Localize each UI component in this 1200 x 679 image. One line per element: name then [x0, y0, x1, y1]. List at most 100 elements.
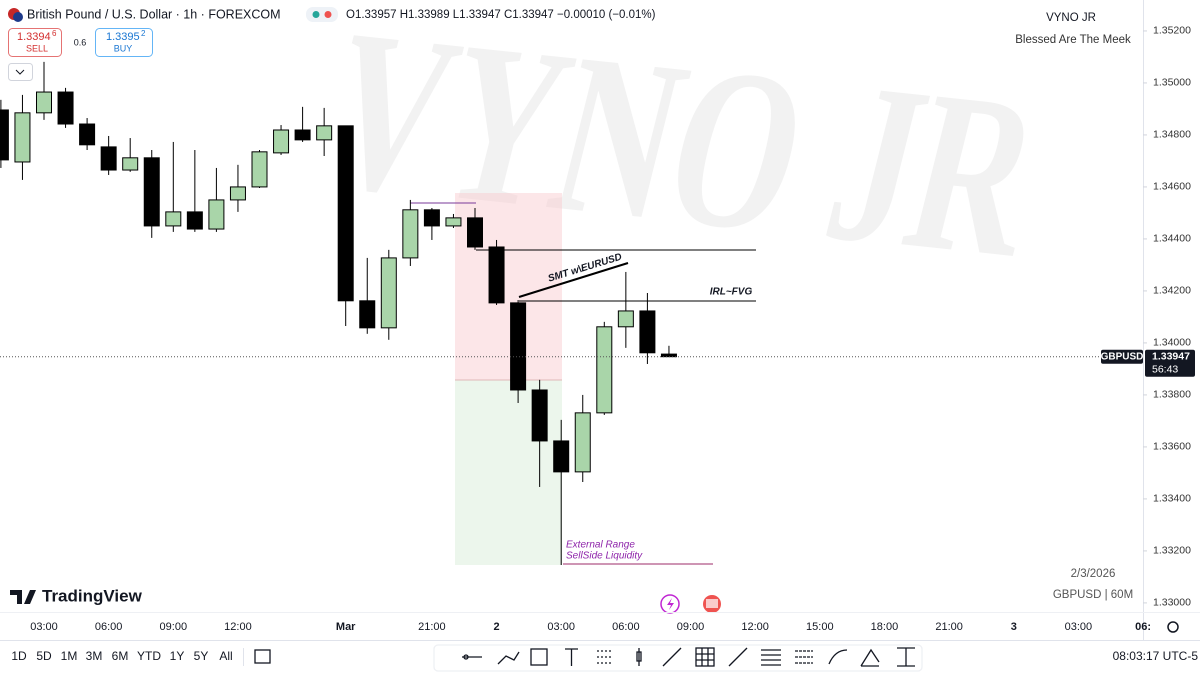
ohlc-legend: O1.33957 H1.33989 L1.33947 C1.33947 −0.0… [346, 9, 656, 21]
logo: TradingView [42, 586, 143, 605]
y-tick-label: 1.35200 [1153, 25, 1191, 37]
x-tick-label: 06:00 [95, 621, 123, 633]
collapse-button[interactable] [8, 63, 33, 81]
symbol-label-box [1101, 349, 1143, 364]
flag-icon [706, 599, 718, 608]
y-tick-label: 1.34800 [1153, 129, 1191, 141]
x-tick-label: 06:00 [612, 621, 640, 633]
candle-body [445, 217, 462, 227]
candle-body [36, 91, 52, 114]
candles [0, 61, 677, 565]
drawing-toolbar [433, 644, 923, 672]
candle-body [467, 217, 483, 248]
candle-body [229, 186, 246, 201]
candle-body [423, 209, 440, 227]
fvg-label: IRL~FVG [710, 287, 753, 298]
date-label: 2/3/2026 [1071, 568, 1116, 580]
candle-body [14, 112, 31, 163]
buy-pip: 2 [141, 29, 146, 38]
x-tick-label: 21:00 [418, 621, 446, 633]
spread: 0.6 [74, 37, 87, 47]
candle-body [510, 302, 527, 391]
price-label-box [1145, 349, 1195, 377]
chevron-icon [15, 69, 25, 75]
x-tick-label: 03:00 [1065, 621, 1093, 633]
status-dot [312, 11, 320, 18]
y-tick-label: 1.33400 [1153, 493, 1191, 505]
candle-body [186, 211, 203, 230]
status-dot [324, 11, 332, 18]
y-tick-label: 1.33200 [1153, 545, 1191, 557]
y-tick-label: 1.34600 [1153, 181, 1191, 193]
candle-body [165, 211, 182, 227]
candle-body [143, 157, 160, 227]
buy-button[interactable] [95, 28, 153, 57]
x-tick-label: 18:00 [871, 621, 899, 633]
candle-body [316, 125, 333, 141]
x-tick-label: 21:00 [935, 621, 963, 633]
range-button[interactable]: 1Y [170, 649, 185, 663]
range-button[interactable]: YTD [137, 649, 161, 663]
smt-line [518, 262, 629, 298]
range-button[interactable]: 5Y [194, 649, 209, 663]
candle-body [57, 91, 74, 125]
logo-icon [10, 590, 36, 604]
buy-label: BUY [114, 43, 133, 53]
y-tick-label: 1.34200 [1153, 285, 1191, 297]
x-tick-label: Mar [336, 621, 356, 633]
sell-button[interactable] [8, 28, 62, 57]
candle-body [79, 123, 96, 146]
alert-icon [667, 598, 674, 610]
candle-body [208, 199, 225, 230]
candle-body [617, 310, 634, 328]
x-tick-label: 3 [1011, 621, 1017, 633]
x-tick-label: 06: [1135, 621, 1151, 633]
range-button[interactable]: All [219, 649, 232, 663]
range-button[interactable]: 6M [112, 649, 129, 663]
candle-body [337, 125, 354, 302]
x-tick-label: 09:00 [160, 621, 188, 633]
y-tick-label: 1.33800 [1153, 389, 1191, 401]
y-tick-label: 1.34000 [1153, 337, 1191, 349]
range-button[interactable]: 3M [86, 649, 103, 663]
y-tick-label: 1.33000 [1153, 597, 1191, 609]
candle-body [660, 353, 677, 358]
candle-body [273, 129, 290, 154]
flag-icon [13, 12, 23, 22]
date-range-icon[interactable] [254, 649, 271, 664]
settings-icon[interactable] [1167, 621, 1179, 633]
x-tick-label: 09:00 [677, 621, 705, 633]
candle-body [0, 109, 9, 161]
y-tick-label: 1.35000 [1153, 77, 1191, 89]
symbol-title: British Pound / U.S. Dollar · 1h · FOREX… [27, 7, 281, 21]
candle-body [294, 129, 311, 141]
range-button[interactable]: 1D [11, 649, 27, 663]
candle-body [553, 440, 570, 473]
candle-body [380, 257, 397, 329]
candle-body [531, 389, 548, 442]
candle-body [639, 310, 656, 354]
range-button[interactable]: 5D [36, 649, 52, 663]
buy-price: 1.3395 [106, 31, 140, 43]
candle-body [402, 209, 419, 259]
x-tick-label: 12:00 [741, 621, 769, 633]
clock: 08:03:17 UTC-5 [1113, 649, 1199, 663]
author: VYNO JR [1046, 12, 1096, 24]
symbol-label: GBPUSD [1101, 351, 1144, 362]
watermark: VYNO JR [303, 0, 1063, 305]
candle-body [574, 412, 591, 473]
candle-body [596, 326, 613, 414]
x-tick-label: 12:00 [224, 621, 252, 633]
sell-label: SELL [26, 43, 48, 53]
y-tick-label: 1.34400 [1153, 233, 1191, 245]
candle-body [100, 146, 117, 171]
status-pill [306, 7, 338, 22]
range-button[interactable]: 1M [61, 649, 78, 663]
price-label: 1.33947 [1152, 350, 1190, 362]
candle-body [359, 300, 376, 329]
candle-body [122, 157, 139, 171]
sell-pip: 6 [52, 29, 57, 38]
sell-price: 1.3394 [17, 31, 51, 43]
